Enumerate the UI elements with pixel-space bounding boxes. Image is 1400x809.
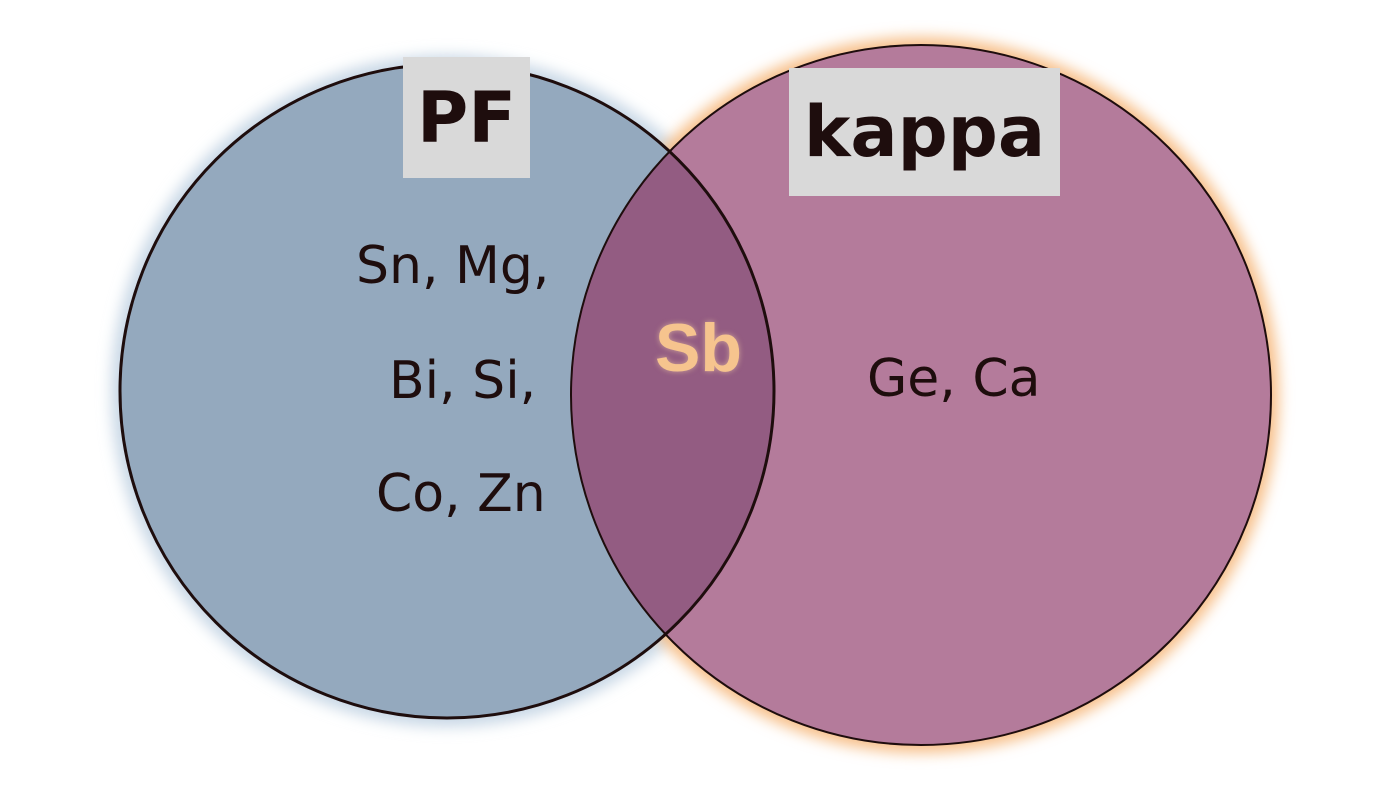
kappa-circle-outline — [570, 44, 1272, 746]
kappa-set-label: kappa — [789, 68, 1060, 196]
kappa-only-item-line: Ge, Ca — [867, 349, 1041, 409]
pf-set-label: PF — [403, 57, 530, 178]
pf-only-item-line: Sn, Mg, — [356, 236, 550, 296]
kappa-circle — [571, 45, 1271, 745]
pf-only-item-line: Bi, Si, — [389, 351, 537, 411]
intersection-label: Sb — [655, 310, 742, 386]
pf-only-item-line: Co, Zn — [376, 464, 546, 524]
